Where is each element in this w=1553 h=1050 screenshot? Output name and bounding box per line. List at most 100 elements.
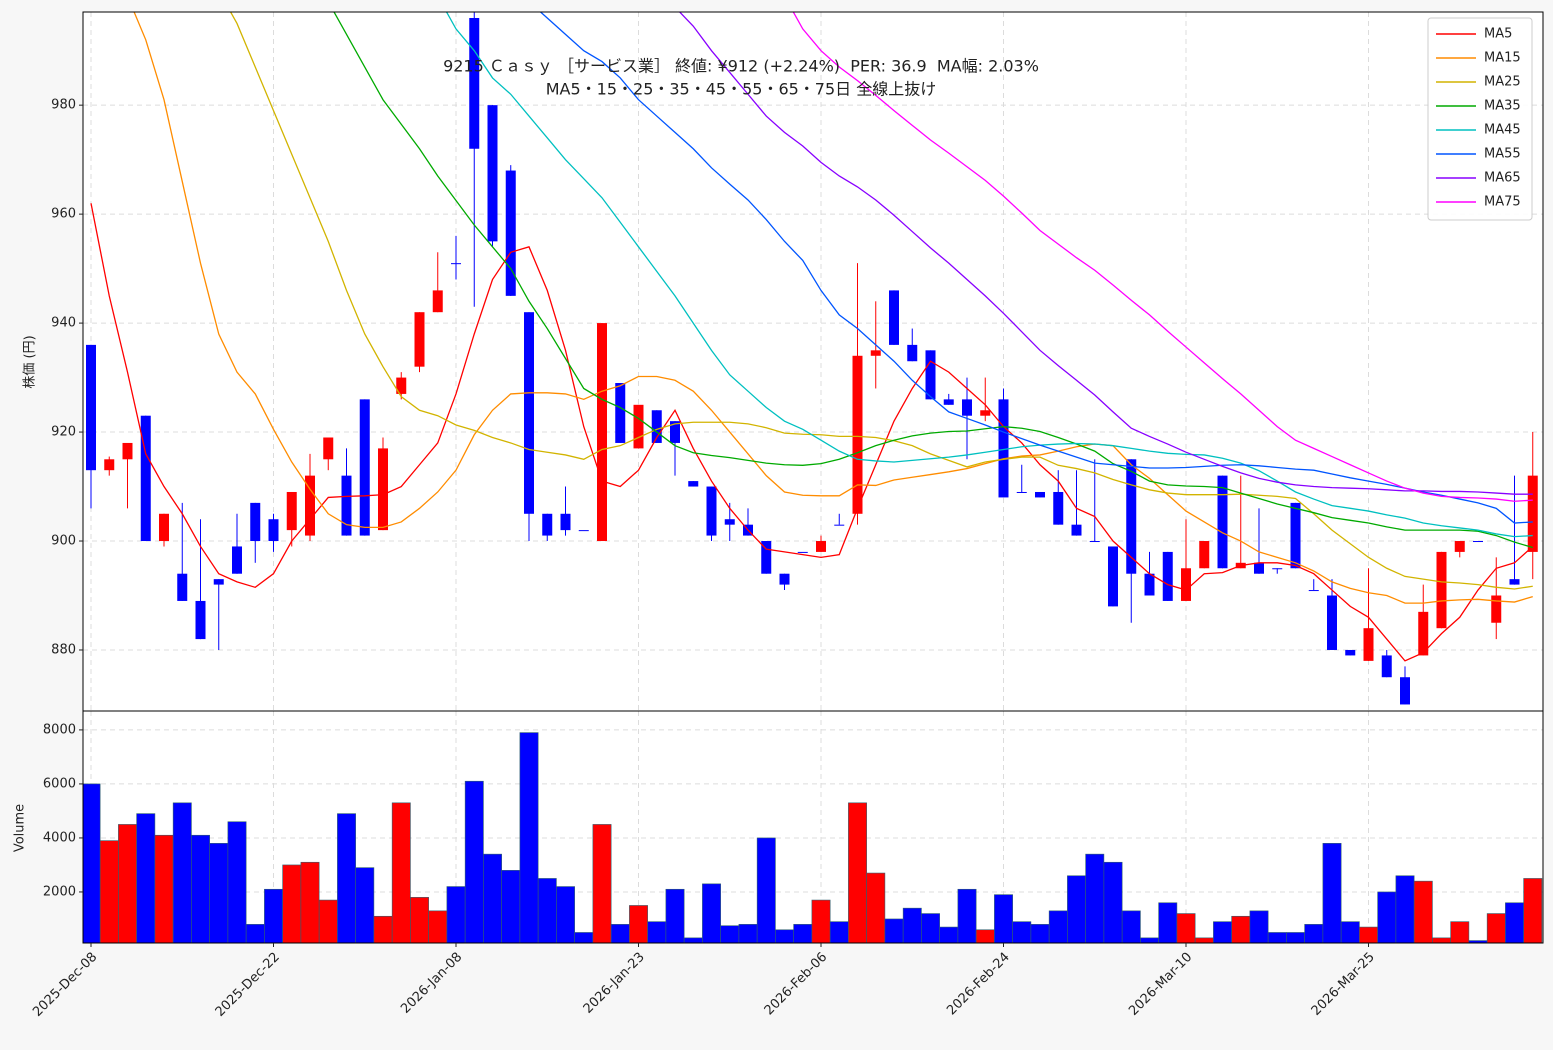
- candle-body: [834, 524, 845, 526]
- volume-bar: [720, 925, 740, 943]
- candle-body: [1327, 595, 1337, 650]
- volume-bar: [939, 926, 959, 943]
- candle-body: [907, 344, 918, 362]
- candle-body: [852, 355, 863, 514]
- candle-body: [1509, 579, 1520, 585]
- y-tick-label: 8000: [43, 722, 76, 737]
- volume-bar: [282, 864, 302, 943]
- volume-bar: [1450, 921, 1470, 943]
- candle-body: [1290, 502, 1301, 569]
- candle-body: [1217, 475, 1228, 569]
- x-tick-label: 2026-Mar-10: [1126, 950, 1195, 1019]
- volume-bar: [1085, 853, 1105, 943]
- volume-bar: [1395, 875, 1415, 943]
- volume-bar: [1286, 932, 1305, 943]
- legend-box: [1427, 17, 1533, 221]
- candle-body: [177, 573, 188, 601]
- candle-body: [213, 579, 224, 585]
- volume-bar: [1340, 921, 1360, 943]
- candle-body: [1089, 541, 1100, 543]
- candle-body: [761, 541, 772, 574]
- candle-body: [1363, 628, 1374, 661]
- y-tick-label: 920: [51, 425, 76, 440]
- candle-body: [1254, 562, 1264, 574]
- candle-body: [670, 421, 680, 443]
- x-tick-label: 2026-Jan-08: [398, 950, 465, 1017]
- candle-body: [250, 502, 261, 542]
- volume-bar: [537, 878, 557, 943]
- volume-bar: [264, 888, 283, 943]
- candle-body: [1308, 590, 1319, 592]
- volume-bar: [738, 924, 758, 943]
- candle-body: [1108, 546, 1118, 607]
- candle-body: [414, 312, 425, 367]
- volume-bar: [337, 813, 356, 943]
- volume-bar: [683, 937, 703, 943]
- volume-bar: [1505, 902, 1524, 943]
- legend-label: MA5: [1484, 27, 1512, 42]
- volume-bar: [592, 824, 612, 943]
- volume-bar: [1377, 891, 1397, 943]
- volume-bar: [702, 883, 721, 943]
- candle-body: [651, 410, 662, 443]
- ma-line: [792, 12, 1533, 502]
- candle-body: [615, 383, 626, 443]
- legend-label: MA15: [1484, 51, 1521, 66]
- volume-bar: [209, 843, 229, 943]
- candle-body: [706, 486, 717, 536]
- volume-bar: [884, 918, 904, 943]
- candle-body: [286, 491, 297, 531]
- volume-bar: [464, 780, 484, 943]
- candle-body: [962, 399, 972, 416]
- volume-bar: [1048, 910, 1068, 943]
- candle-body: [1491, 595, 1502, 623]
- candle-body: [305, 475, 315, 536]
- volume-bar: [118, 824, 137, 943]
- candle-body: [451, 263, 461, 265]
- chart-subtitle: MA5・15・25・35・45・55・65・75日 全線上抜け: [546, 80, 937, 99]
- volume-bar: [1140, 937, 1159, 943]
- volume-bar: [136, 813, 156, 943]
- x-tick-label: 2026-Jan-23: [581, 950, 648, 1017]
- ma-line: [133, 12, 1533, 604]
- volume-bar: [300, 861, 320, 943]
- legend-label: MA35: [1484, 99, 1521, 114]
- candle-body: [1162, 551, 1173, 601]
- candle-body: [980, 410, 991, 416]
- volume-bar: [1523, 878, 1543, 943]
- y-axis-label: 株価 (円): [23, 335, 38, 388]
- ma-line: [678, 12, 1533, 495]
- candle-body: [1527, 475, 1538, 552]
- volume-bar: [1194, 937, 1214, 943]
- candle-body: [1053, 491, 1064, 525]
- candle-body: [633, 404, 644, 449]
- candle-body: [1126, 459, 1137, 574]
- candle-body: [159, 513, 169, 542]
- volume-axis-label: Volume: [13, 804, 28, 852]
- volume-bar: [994, 894, 1013, 943]
- price-plot-area: [83, 12, 1543, 711]
- volume-bar: [866, 872, 886, 943]
- legend-label: MA45: [1484, 123, 1521, 138]
- volume-bar: [191, 834, 210, 943]
- volume-bar: [1359, 926, 1378, 943]
- volume-bar: [902, 907, 922, 943]
- candle-body: [542, 513, 553, 536]
- legend-label: MA25: [1484, 75, 1521, 90]
- candle-body: [1418, 611, 1429, 656]
- volume-bar: [501, 870, 521, 943]
- candle-body: [560, 513, 571, 531]
- volume-bar: [245, 924, 265, 943]
- candle-body: [870, 350, 881, 356]
- volume-bar: [519, 732, 539, 943]
- legend-label: MA55: [1484, 147, 1521, 162]
- candle-body: [1144, 573, 1155, 596]
- legend-label: MA75: [1484, 195, 1521, 210]
- volume-bar: [83, 783, 101, 943]
- volume-bar: [647, 921, 667, 943]
- candle-body: [359, 399, 370, 536]
- candle-body: [816, 541, 826, 552]
- volume-bar: [1012, 921, 1032, 943]
- candle-body: [487, 105, 498, 242]
